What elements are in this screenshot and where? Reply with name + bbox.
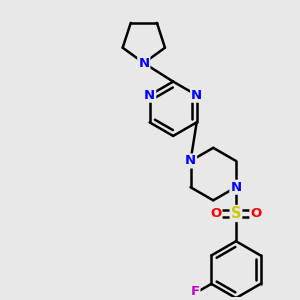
Text: O: O xyxy=(210,207,221,220)
Text: O: O xyxy=(250,207,262,220)
Text: N: N xyxy=(144,89,155,102)
Text: N: N xyxy=(191,89,202,102)
Text: N: N xyxy=(138,57,149,70)
Text: F: F xyxy=(190,285,200,298)
Text: S: S xyxy=(231,206,241,221)
Text: N: N xyxy=(230,181,242,194)
Text: N: N xyxy=(185,154,196,167)
